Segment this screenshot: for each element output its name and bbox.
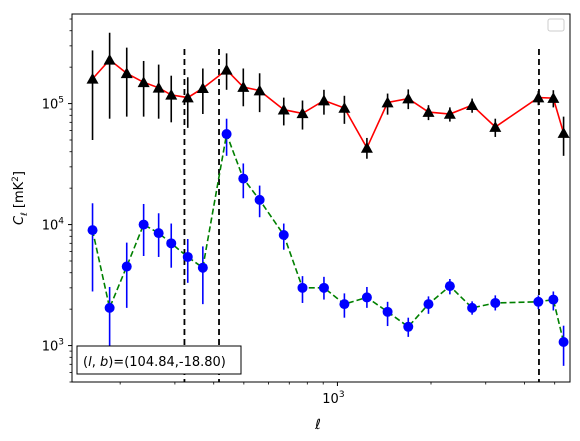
data-point-0-2 (120, 67, 133, 79)
annotation-frame (76, 345, 242, 375)
data-point-1-3 (138, 219, 149, 230)
data-point-1-2 (121, 261, 132, 272)
data-point-0-19 (443, 108, 456, 119)
plot-background (72, 14, 570, 382)
data-point-1-21 (490, 297, 501, 308)
data-point-0-1 (103, 53, 116, 65)
series-0 (86, 32, 570, 159)
y-tick-label-0: 103 (42, 338, 64, 355)
svg-text:Cℓ [mK2]: Cℓ [mK2] (11, 171, 30, 225)
data-point-0-22 (532, 91, 545, 103)
data-point-0-17 (402, 92, 415, 104)
annotation-text: (l, b)=(104.84,-18.80) (83, 355, 226, 370)
axes: 103 104 105 103 (42, 18, 556, 407)
data-point-0-10 (253, 84, 266, 96)
data-point-0-5 (165, 88, 178, 100)
data-point-0-9 (237, 81, 250, 92)
data-point-1-23 (548, 294, 559, 305)
data-point-0-20 (466, 99, 479, 110)
data-point-1-8 (221, 129, 232, 140)
data-point-0-7 (196, 82, 209, 94)
data-point-1-13 (318, 282, 329, 293)
data-point-1-6 (182, 251, 193, 262)
data-point-0-6 (181, 91, 194, 103)
series-1 (87, 118, 569, 366)
data-point-1-20 (467, 302, 478, 313)
data-point-0-8 (220, 63, 233, 75)
data-point-1-0 (87, 225, 98, 236)
plot-frame (71, 13, 571, 383)
data-point-1-11 (278, 230, 289, 241)
data-point-0-18 (422, 106, 435, 117)
data-point-1-14 (339, 299, 350, 310)
data-point-0-24 (557, 127, 570, 138)
series-layer (86, 32, 570, 366)
data-point-1-19 (444, 281, 455, 292)
data-point-1-12 (297, 282, 308, 293)
data-point-1-18 (423, 299, 434, 310)
data-point-0-14 (338, 101, 351, 113)
y-tick-label-1: 104 (42, 217, 65, 234)
data-point-1-1 (104, 302, 115, 313)
data-point-1-15 (361, 292, 372, 303)
annotation-box: (l, b)=(104.84,-18.80) (76, 345, 242, 375)
data-point-0-0 (86, 72, 99, 84)
data-point-0-21 (489, 121, 502, 132)
data-point-0-11 (277, 103, 290, 115)
data-point-0-3 (137, 76, 150, 88)
data-point-1-24 (558, 337, 569, 348)
y-tick-label-2: 105 (42, 96, 64, 113)
y-axis-label: Cℓ [mK2] (11, 171, 30, 225)
data-point-1-10 (254, 194, 265, 205)
data-point-1-7 (197, 262, 208, 273)
data-point-0-16 (381, 96, 394, 108)
data-point-1-5 (166, 238, 177, 249)
data-point-1-22 (533, 296, 544, 307)
data-point-0-13 (317, 94, 330, 106)
legend-box (547, 18, 565, 32)
x-axis-label: ℓ (314, 417, 321, 433)
data-point-0-12 (296, 107, 309, 119)
data-point-0-4 (152, 81, 165, 93)
x-tick-label-0: 103 (322, 390, 344, 407)
data-point-0-15 (360, 141, 373, 153)
data-point-0-23 (547, 92, 560, 103)
data-point-1-17 (403, 321, 414, 332)
data-point-1-4 (153, 228, 164, 239)
data-point-1-9 (238, 173, 249, 184)
data-point-1-16 (382, 306, 393, 317)
